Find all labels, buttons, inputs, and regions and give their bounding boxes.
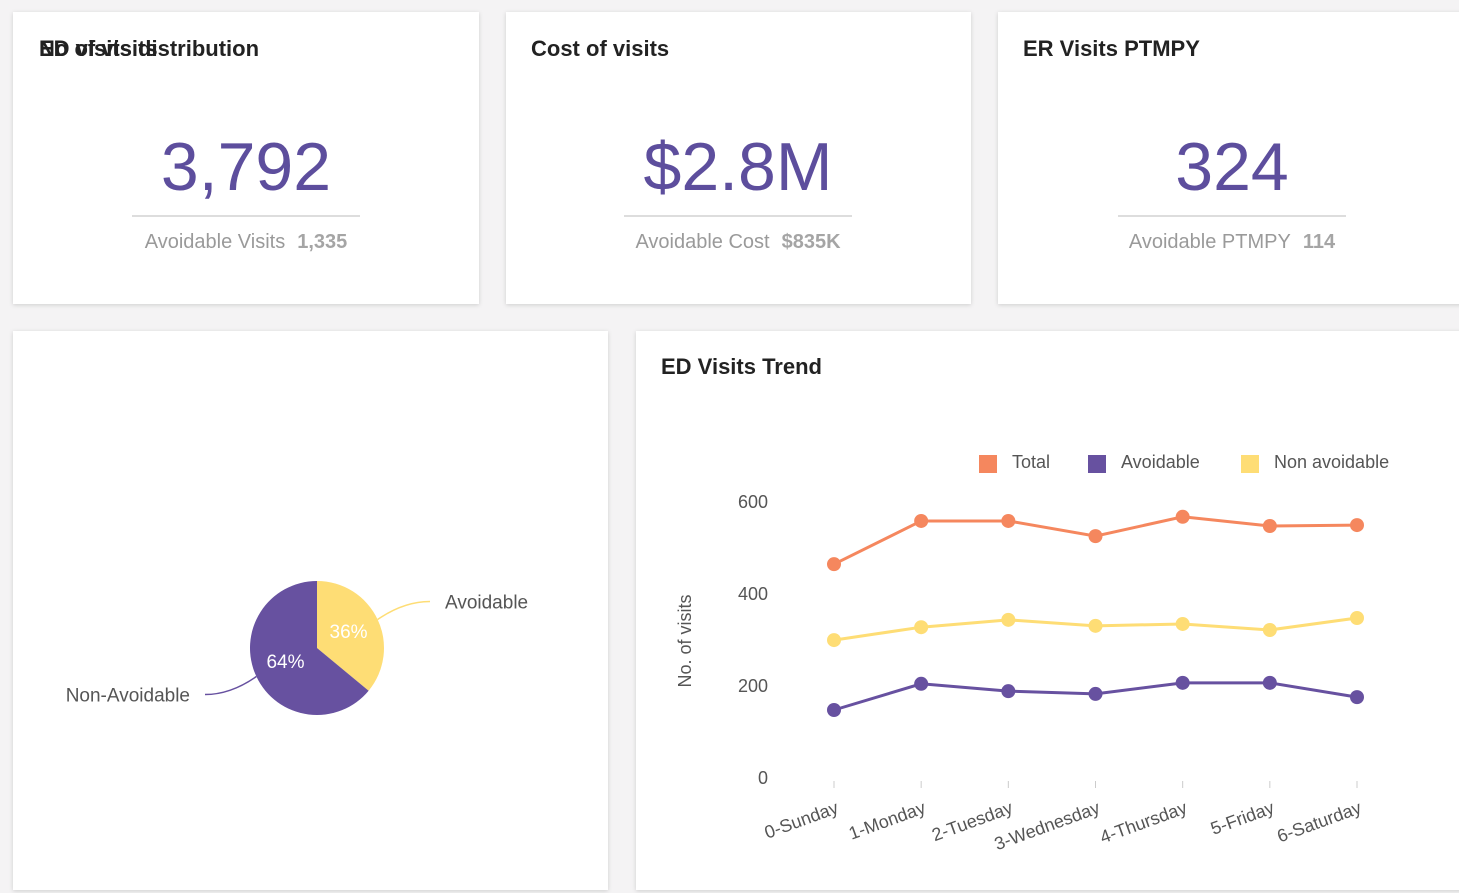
pie-slice xyxy=(250,581,369,715)
kpi-sub-value: 114 xyxy=(1303,231,1336,253)
y-tick-label: 600 xyxy=(738,492,768,512)
kpi-sub-label: Avoidable Visits xyxy=(145,231,285,253)
slice-name: Avoidable xyxy=(445,592,528,613)
kpi-card xyxy=(506,12,971,304)
card-title: ED Visits Trend xyxy=(661,354,822,379)
kpi-value: $2.8M xyxy=(644,129,833,205)
slice-label: 64% xyxy=(266,652,304,673)
y-tick-label: 200 xyxy=(738,676,768,696)
data-point xyxy=(914,676,929,691)
kpi-title: No of visits xyxy=(39,36,158,61)
kpi-sub-label: Avoidable Cost xyxy=(635,231,770,253)
data-point xyxy=(1262,675,1277,690)
line-card xyxy=(636,331,1459,890)
kpi-sub-value: 1,335 xyxy=(297,231,347,253)
data-point xyxy=(1350,518,1364,533)
slice-name: Non-Avoidable xyxy=(66,686,190,707)
data-point xyxy=(1262,519,1277,533)
data-point xyxy=(1262,622,1277,637)
kpi-title: ER Visits PTMPY xyxy=(1023,36,1200,61)
data-point xyxy=(1088,529,1103,544)
kpi-sub: Avoidable Visits 1,335 xyxy=(145,231,348,253)
data-point xyxy=(1001,513,1016,528)
data-point xyxy=(1001,612,1016,627)
kpi-title: Cost of visits xyxy=(531,36,669,61)
data-point xyxy=(1088,618,1103,633)
data-point xyxy=(1001,684,1016,699)
data-point xyxy=(1088,686,1103,701)
data-point xyxy=(914,513,929,528)
y-axis-label: No. of visits xyxy=(675,594,695,687)
slice-label: 36% xyxy=(330,622,368,643)
y-tick-label: 400 xyxy=(738,584,768,604)
kpi-sub: Avoidable Cost $835K xyxy=(635,231,841,253)
kpi-sub: Avoidable PTMPY 114 xyxy=(1129,231,1336,253)
legend-swatch xyxy=(1241,455,1259,473)
leader-line xyxy=(204,675,257,696)
data-point xyxy=(1175,509,1190,524)
data-point xyxy=(827,633,841,648)
legend-swatch xyxy=(1088,455,1106,473)
data-point xyxy=(1350,611,1364,625)
y-tick-label: 0 xyxy=(758,768,768,788)
legend-label: Total xyxy=(1012,452,1050,472)
kpi-sub-value: $835K xyxy=(782,231,841,253)
data-point xyxy=(1350,690,1364,705)
data-point xyxy=(1175,675,1190,690)
data-point xyxy=(1175,616,1190,631)
card-title: ED visits distribution xyxy=(39,36,259,61)
legend-label: Avoidable xyxy=(1121,452,1200,472)
data-point xyxy=(827,703,841,717)
pie-slice xyxy=(317,581,385,691)
legend-label: Non avoidable xyxy=(1274,452,1389,472)
kpi-card xyxy=(13,12,479,304)
data-point xyxy=(827,557,841,572)
kpi-sub-label: Avoidable PTMPY xyxy=(1129,231,1291,253)
data-point xyxy=(914,620,929,635)
legend-swatch xyxy=(979,455,997,473)
kpi-card xyxy=(998,12,1459,304)
kpi-value: 324 xyxy=(1175,129,1288,205)
leader-line xyxy=(377,600,431,621)
kpi-value: 3,792 xyxy=(161,129,331,205)
